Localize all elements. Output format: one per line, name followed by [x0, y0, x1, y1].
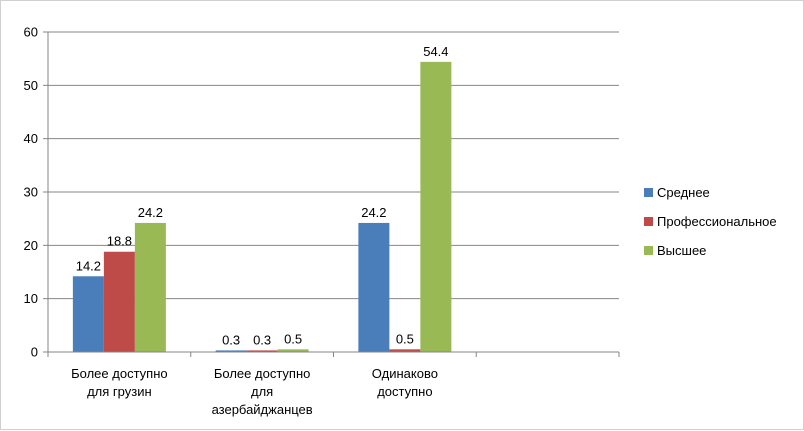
data-label: 0.3: [253, 332, 271, 347]
bar-1-3: [358, 222, 390, 352]
category-label-line: Более доступно: [71, 366, 168, 381]
y-tick-label: 10: [24, 291, 38, 306]
y-tick-label: 20: [24, 238, 38, 253]
category-label: Более доступно для азербайджанцев: [212, 366, 313, 417]
legend-entry: Высшее: [657, 243, 706, 258]
category-label: Одинаково доступно: [372, 366, 438, 399]
legend-entry: Среднее: [657, 185, 710, 200]
legend-entry: Профессиональное: [657, 214, 777, 229]
y-axis: 0 10 20 30 40 50 60: [24, 25, 49, 360]
legend-swatch: [644, 217, 653, 226]
data-label: 24.2: [138, 205, 163, 220]
category-label-line: доступно: [377, 384, 432, 399]
data-labels: 14.2 0.3 24.2 18.8 0.3 0.5 24.2 0.5 54.4: [76, 44, 449, 348]
category-label-line: Более доступно: [214, 366, 311, 381]
bar-2-2: [246, 350, 278, 352]
data-label: 54.4: [423, 44, 448, 59]
bar-2-1: [103, 251, 135, 352]
y-tick-label: 60: [24, 25, 38, 40]
bar-2-3: [389, 349, 421, 352]
bar-1-2: [215, 350, 247, 352]
bar-3-3: [420, 61, 452, 352]
data-label: 14.2: [76, 258, 101, 273]
data-label: 0.3: [222, 332, 240, 347]
category-label-line: Одинаково: [372, 366, 438, 381]
data-label: 0.5: [396, 331, 414, 346]
category-label: Более доступно для грузин: [71, 366, 168, 399]
bar-1-1: [72, 276, 104, 352]
bar-3-2: [277, 349, 309, 352]
category-label-line: азербайджанцев: [212, 402, 313, 417]
bars: [72, 61, 452, 352]
y-tick-label: 0: [31, 345, 38, 360]
y-tick-label: 30: [24, 185, 38, 200]
category-label-line: для грузин: [87, 384, 152, 399]
data-label: 24.2: [361, 205, 386, 220]
legend-swatch: [644, 188, 653, 197]
y-tick-label: 40: [24, 131, 38, 146]
y-tick-label: 50: [24, 78, 38, 93]
data-label: 0.5: [284, 331, 302, 346]
x-axis: Более доступно для грузин Более доступно дл…: [47, 351, 620, 417]
legend: Среднее Профессиональное Высшее: [644, 185, 777, 258]
category-label-line: для: [251, 384, 273, 399]
data-label: 18.8: [107, 234, 132, 249]
legend-swatch: [644, 246, 653, 255]
bar-3-1: [134, 222, 166, 352]
